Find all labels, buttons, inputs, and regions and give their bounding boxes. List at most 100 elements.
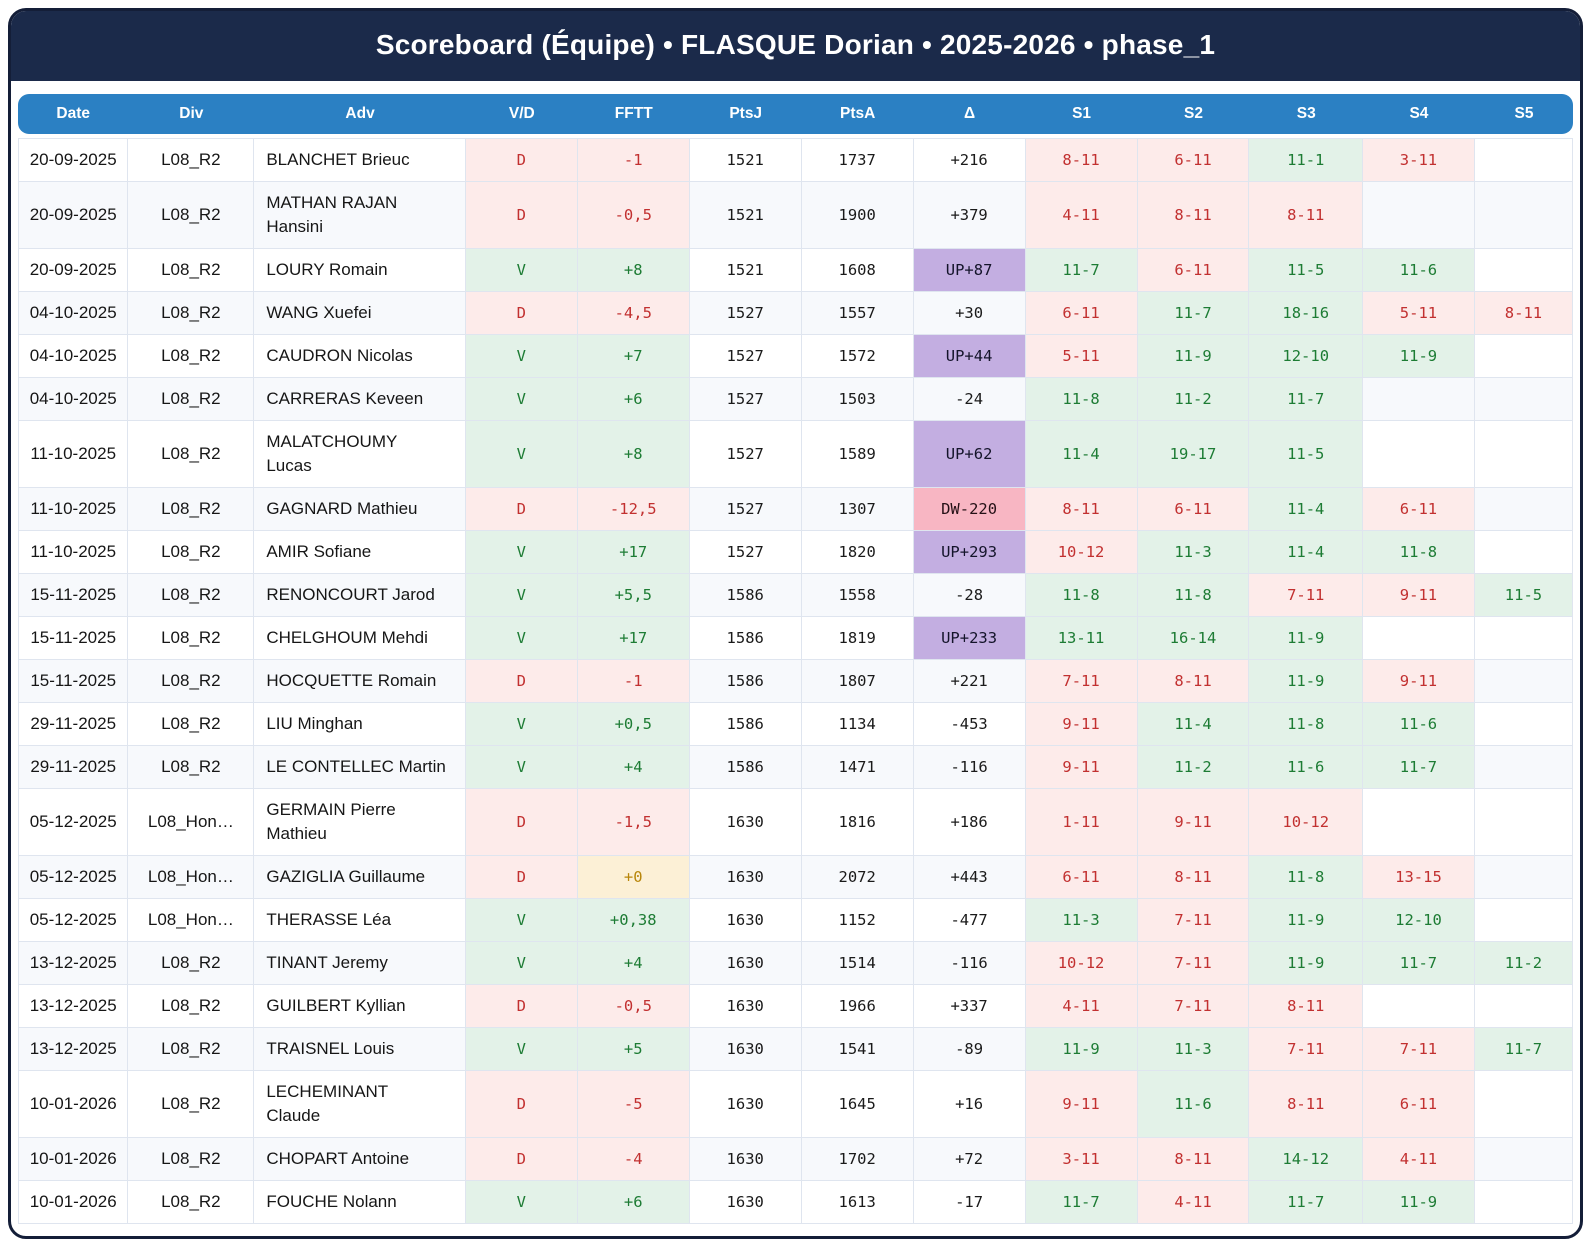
cell-adv: RENONCOURT Jarod xyxy=(254,574,466,617)
cell-set-s4: 6-11 xyxy=(1362,488,1475,531)
cell-vd: V xyxy=(465,942,578,985)
cell-fftt: +5 xyxy=(577,1028,690,1071)
cell-ptsa: 1820 xyxy=(801,531,914,574)
cell-ptsa: 1819 xyxy=(801,617,914,660)
cell-ptsj: 1630 xyxy=(689,899,802,942)
cell-delta: -116 xyxy=(913,942,1026,985)
cell-vd: V xyxy=(465,1028,578,1071)
cell-adv: GERMAIN Pierre Mathieu xyxy=(254,789,466,856)
cell-fftt: -0,5 xyxy=(577,985,690,1028)
cell-adv: GUILBERT Kyllian xyxy=(254,985,466,1028)
cell-set-s3: 11-5 xyxy=(1249,421,1363,488)
cell-ptsj: 1586 xyxy=(689,746,802,789)
score-table: Date Div Adv V/D FFTT PtsJ PtsA Δ S1 S2 S3 S4 S5 20-… xyxy=(18,94,1573,1224)
cell-delta: -24 xyxy=(913,378,1026,421)
cell-ptsj: 1630 xyxy=(689,985,802,1028)
cell-set-s5: 11-7 xyxy=(1474,1028,1573,1071)
cell-ptsa: 1134 xyxy=(801,703,914,746)
cell-delta: UP+44 xyxy=(913,335,1026,378)
cell-ptsa: 1589 xyxy=(801,421,914,488)
cell-ptsa: 1307 xyxy=(801,488,914,531)
cell-div: L08_R2 xyxy=(128,182,255,249)
cell-ptsj: 1630 xyxy=(689,1181,802,1224)
cell-ptsa: 1900 xyxy=(801,182,914,249)
cell-set-s2: 4-11 xyxy=(1137,1181,1250,1224)
cell-set-s3: 11-9 xyxy=(1249,617,1363,660)
table-row: 10-01-2026 L08_R2 LECHEMINANT Claude D -5 163… xyxy=(18,1071,1573,1138)
cell-date: 15-11-2025 xyxy=(18,617,129,660)
header-row: Date Div Adv V/D FFTT PtsJ PtsA Δ S1 S2 S3 S4 S5 xyxy=(18,94,1573,134)
cell-set-s4: 11-8 xyxy=(1362,531,1475,574)
cell-set-s5 xyxy=(1474,1138,1573,1181)
cell-adv: TRAISNEL Louis xyxy=(254,1028,466,1071)
cell-fftt: -4 xyxy=(577,1138,690,1181)
column-header-ptsa: PtsA xyxy=(801,94,914,134)
cell-set-s3: 11-1 xyxy=(1249,138,1363,182)
cell-set-s1: 8-11 xyxy=(1025,488,1138,531)
cell-adv: BLANCHET Brieuc xyxy=(254,138,466,182)
column-header-: Δ xyxy=(913,94,1026,134)
cell-ptsj: 1630 xyxy=(689,856,802,899)
cell-ptsa: 1572 xyxy=(801,335,914,378)
cell-fftt: +6 xyxy=(577,378,690,421)
cell-date: 05-12-2025 xyxy=(18,789,129,856)
table-row: 13-12-2025 L08_R2 TINANT Jeremy V +4 1630 1514… xyxy=(18,942,1573,985)
cell-set-s1: 11-4 xyxy=(1025,421,1138,488)
cell-adv: MATHAN RAJAN Hansini xyxy=(254,182,466,249)
cell-set-s4: 11-9 xyxy=(1362,1181,1475,1224)
cell-fftt: -1 xyxy=(577,660,690,703)
cell-vd: D xyxy=(465,138,578,182)
cell-adv: TINANT Jeremy xyxy=(254,942,466,985)
cell-adv: CHOPART Antoine xyxy=(254,1138,466,1181)
table-row: 20-09-2025 L08_R2 MATHAN RAJAN Hansini D -0,… xyxy=(18,182,1573,249)
cell-set-s4 xyxy=(1362,421,1475,488)
cell-fftt: -1 xyxy=(577,138,690,182)
cell-div: L08_Hon… xyxy=(128,899,255,942)
cell-set-s1: 11-8 xyxy=(1025,574,1138,617)
cell-set-s2: 8-11 xyxy=(1137,660,1250,703)
cell-div: L08_R2 xyxy=(128,985,255,1028)
cell-ptsa: 1608 xyxy=(801,249,914,292)
cell-vd: V xyxy=(465,746,578,789)
cell-fftt: -1,5 xyxy=(577,789,690,856)
table-row: 13-12-2025 L08_R2 GUILBERT Kyllian D -0,5 163… xyxy=(18,985,1573,1028)
cell-ptsj: 1586 xyxy=(689,574,802,617)
cell-set-s2: 11-2 xyxy=(1137,746,1250,789)
cell-ptsj: 1630 xyxy=(689,789,802,856)
cell-set-s4 xyxy=(1362,789,1475,856)
scoreboard-card: Scoreboard (Équipe) • FLASQUE Dorian • 2… xyxy=(8,8,1583,1239)
cell-div: L08_R2 xyxy=(128,531,255,574)
cell-div: L08_R2 xyxy=(128,942,255,985)
cell-adv: HOCQUETTE Romain xyxy=(254,660,466,703)
cell-set-s2: 11-6 xyxy=(1137,1071,1250,1138)
cell-set-s2: 6-11 xyxy=(1137,138,1250,182)
cell-fftt: +4 xyxy=(577,942,690,985)
cell-set-s1: 4-11 xyxy=(1025,182,1138,249)
cell-set-s1: 10-12 xyxy=(1025,942,1138,985)
cell-vd: V xyxy=(465,249,578,292)
cell-vd: D xyxy=(465,660,578,703)
column-header-s5: S5 xyxy=(1474,94,1573,134)
cell-set-s3: 10-12 xyxy=(1249,789,1363,856)
cell-fftt: +0 xyxy=(577,856,690,899)
cell-set-s1: 9-11 xyxy=(1025,746,1138,789)
cell-ptsa: 1737 xyxy=(801,138,914,182)
table-row: 20-09-2025 L08_R2 LOURY Romain V +8 1521 1608 U… xyxy=(18,249,1573,292)
cell-ptsj: 1527 xyxy=(689,335,802,378)
cell-ptsa: 1152 xyxy=(801,899,914,942)
cell-delta: -116 xyxy=(913,746,1026,789)
cell-delta: -89 xyxy=(913,1028,1026,1071)
table-row: 13-12-2025 L08_R2 TRAISNEL Louis V +5 1630 154… xyxy=(18,1028,1573,1071)
table-row: 05-12-2025 L08_Hon… THERASSE Léa V +0,38 1630… xyxy=(18,899,1573,942)
cell-date: 10-01-2026 xyxy=(18,1181,129,1224)
cell-set-s5: 11-5 xyxy=(1474,574,1573,617)
cell-delta: +216 xyxy=(913,138,1026,182)
cell-set-s2: 11-3 xyxy=(1137,1028,1250,1071)
cell-vd: D xyxy=(465,292,578,335)
cell-set-s5 xyxy=(1474,1181,1573,1224)
cell-div: L08_R2 xyxy=(128,617,255,660)
cell-set-s5 xyxy=(1474,182,1573,249)
table-row: 04-10-2025 L08_R2 WANG Xuefei D -4,5 1527 1557… xyxy=(18,292,1573,335)
cell-set-s5 xyxy=(1474,378,1573,421)
cell-set-s1: 9-11 xyxy=(1025,1071,1138,1138)
